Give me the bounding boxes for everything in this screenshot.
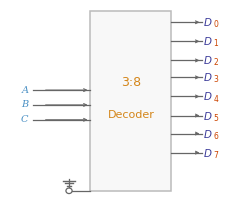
Circle shape — [66, 188, 72, 194]
Text: $D$: $D$ — [203, 147, 213, 159]
Text: 5: 5 — [213, 114, 218, 123]
Text: 3: 3 — [213, 75, 218, 84]
Text: 2: 2 — [213, 59, 218, 67]
Text: 7: 7 — [213, 151, 218, 160]
Text: $D$: $D$ — [203, 91, 213, 102]
Text: $D$: $D$ — [203, 71, 213, 83]
Text: A: A — [22, 86, 29, 95]
Text: Decoder: Decoder — [108, 110, 154, 120]
Text: $D$: $D$ — [203, 54, 213, 66]
Text: B: B — [21, 100, 29, 109]
Text: $D$: $D$ — [203, 16, 213, 28]
Text: 3:8: 3:8 — [121, 76, 141, 89]
Text: 0: 0 — [213, 20, 218, 29]
Text: C: C — [21, 115, 29, 124]
Text: 1: 1 — [213, 39, 218, 48]
Text: $D$: $D$ — [203, 128, 213, 139]
Text: $D$: $D$ — [203, 110, 213, 121]
Text: 6: 6 — [213, 132, 218, 141]
Text: 4: 4 — [213, 95, 218, 103]
FancyBboxPatch shape — [90, 11, 171, 191]
Text: $D$: $D$ — [203, 35, 213, 47]
